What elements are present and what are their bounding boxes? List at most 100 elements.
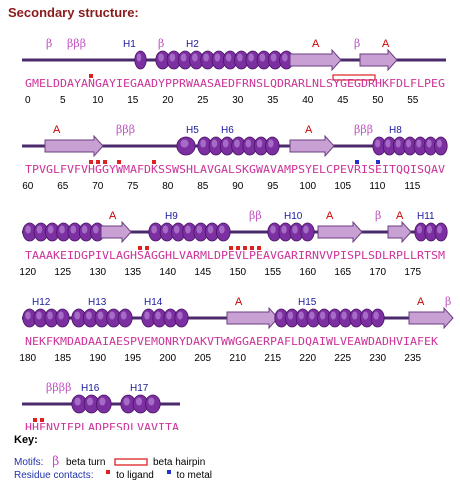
residue-tick-label: 180	[19, 353, 36, 364]
strand-arrow	[226, 306, 279, 330]
residue-tick-label: 145	[194, 267, 211, 278]
strand-arrow	[289, 48, 342, 72]
ligand-contact-mark	[40, 418, 44, 422]
ligand-contact-mark	[103, 160, 107, 164]
key-to-ligand: to ligand	[116, 470, 154, 481]
helix-label: H1	[123, 39, 136, 50]
beta-hairpin-icon	[114, 458, 148, 467]
helix-shape	[155, 50, 294, 70]
sequence-text: TAAAKEIDGPIVLAGHSAGGHLVARMLDPEVLPEAVGARI…	[25, 250, 445, 262]
strand-label: A	[417, 296, 425, 308]
helix-shape	[197, 136, 280, 156]
residue-tick-label: 175	[404, 267, 421, 278]
residue-tick-label: 95	[267, 181, 279, 192]
residue-tick-label: 170	[369, 267, 386, 278]
ligand-contact-mark	[96, 160, 100, 164]
residue-tick-label: 80	[162, 181, 174, 192]
strand-arrow	[387, 220, 412, 244]
key-residue-label: Residue contacts:	[14, 470, 94, 481]
residue-tick-label: 210	[229, 353, 246, 364]
helix-label: H15	[298, 297, 317, 308]
residue-tick-label: 110	[369, 181, 385, 192]
residue-tick-label: 165	[334, 267, 351, 278]
key-residue-row: Residue contacts: to ligand to metal	[14, 470, 212, 481]
residue-tick-label: 185	[54, 353, 71, 364]
residue-tick-label: 55	[407, 95, 419, 106]
residue-tick-label: 160	[299, 267, 316, 278]
residue-tick-label: 45	[337, 95, 349, 106]
ligand-contact-mark	[250, 246, 254, 250]
key-to-metal: to metal	[176, 470, 213, 481]
key-beta-turn: beta turn	[65, 457, 106, 468]
beta-turn-icon: β	[52, 454, 60, 468]
strand-label: A	[305, 124, 313, 136]
helix-shape	[176, 136, 196, 156]
structure-elements	[22, 48, 454, 414]
helix-shape	[267, 222, 315, 242]
residue-tick-label: 105	[334, 181, 351, 192]
ligand-contact-mark	[117, 160, 121, 164]
strand-label: A	[326, 210, 334, 222]
beta-turn-label: β	[445, 295, 451, 308]
helix-label: H5	[186, 125, 199, 136]
strand-arrow	[44, 134, 104, 158]
metal-contact-mark	[376, 160, 380, 164]
residue-tick-label: 25	[197, 95, 209, 106]
residue-tick-label: 60	[22, 181, 34, 192]
residue-tick-label: 115	[404, 181, 420, 192]
sequence-text: NEKFKMDADAAIAESPVEMONRYDAKVTWWGGAERPAFLD…	[25, 336, 439, 348]
strand-label: A	[312, 38, 320, 50]
ligand-contact-mark	[89, 160, 93, 164]
beta-turn-label: ββββ	[46, 381, 71, 394]
beta-turn-label: βββ	[116, 123, 135, 136]
helix-label: H14	[144, 297, 163, 308]
residue-tick-label: 195	[124, 353, 141, 364]
residue-tick-label: 215	[264, 353, 281, 364]
key-motifs-row: Motifs: β beta turn beta hairpin	[14, 454, 205, 468]
key-title: Key:	[14, 434, 38, 446]
helix-label: H9	[165, 211, 178, 222]
strand-arrow	[359, 48, 398, 72]
strand-arrow	[289, 134, 335, 158]
ligand-contact-mark	[229, 246, 233, 250]
helix-label: H2	[186, 39, 199, 50]
section-title: Secondary structure:	[8, 5, 139, 20]
residue-tick-label: 5	[60, 95, 66, 106]
helix-label: H8	[389, 125, 402, 136]
helix-label: H11	[417, 211, 435, 222]
residue-tick-label: 85	[197, 181, 209, 192]
helix-label: H13	[88, 297, 107, 308]
helix-shape	[148, 222, 231, 242]
beta-turn-label: β	[158, 37, 164, 50]
sequence-text: TPVGLFVFVHGGYWMAFDKSSWSHLAVGALSKGWAVAMPS…	[25, 164, 446, 176]
helix-shape	[274, 308, 385, 328]
ligand-contact-mark	[89, 74, 93, 78]
helix-shape	[120, 394, 161, 414]
helix-label: H6	[221, 125, 234, 136]
backbone-line	[22, 230, 446, 234]
metal-contact-mark	[355, 160, 359, 164]
sequence-text: GMELDDAYANGAYIEGAADYPPRWAASAEDFRNSLQDRAR…	[25, 78, 445, 90]
helix-shape	[414, 222, 448, 242]
residue-tick-label: 0	[25, 95, 31, 106]
residue-tick-label: 20	[162, 95, 174, 106]
residue-tick-label: 70	[92, 181, 104, 192]
strand-label: A	[396, 210, 404, 222]
sequence-rows: GMELDDAYANGAYIEGAADYPPRWAASAEDFRNSLQDRAR…	[19, 78, 445, 430]
ligand-contact-icon	[106, 470, 111, 474]
beta-turn-label: βββ	[67, 37, 86, 50]
beta-hairpin-mark	[332, 74, 376, 81]
helix-shape	[372, 136, 448, 156]
residue-tick-label: 65	[57, 181, 69, 192]
beta-turn-label: βββ	[354, 123, 373, 136]
residue-tick-label: 125	[54, 267, 71, 278]
strand-label: A	[235, 296, 243, 308]
helix-shape	[141, 308, 189, 328]
helix-shape	[71, 394, 112, 414]
helix-label: H10	[284, 211, 303, 222]
strand-arrow	[100, 220, 132, 244]
beta-turn-label: β	[354, 37, 360, 50]
residue-tick-label: 155	[264, 267, 281, 278]
